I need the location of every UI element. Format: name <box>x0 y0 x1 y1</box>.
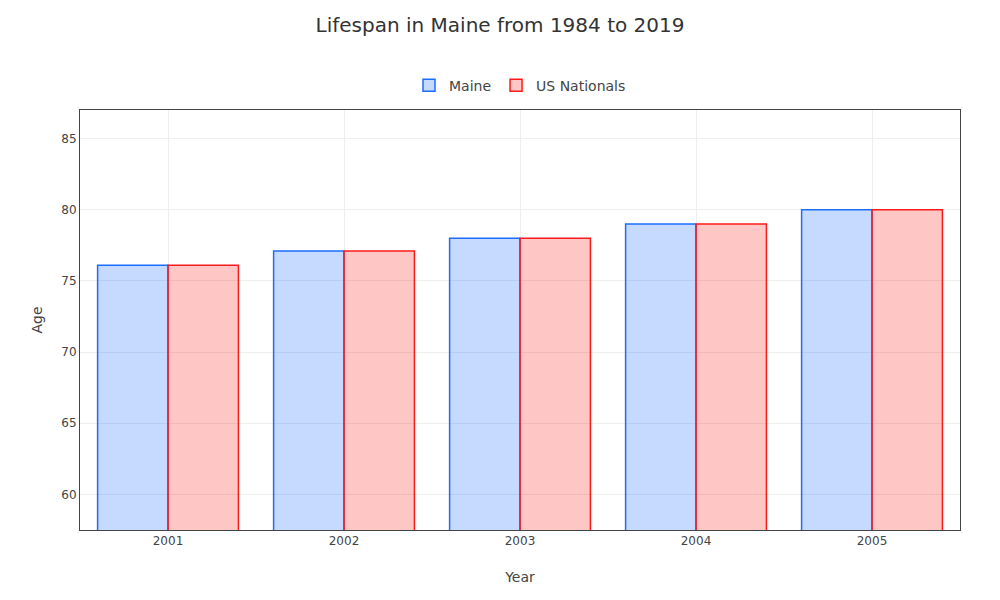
svg-text:US Nationals: US Nationals <box>536 78 625 94</box>
svg-text:75: 75 <box>61 274 76 288</box>
svg-text:70: 70 <box>61 345 76 359</box>
svg-text:60: 60 <box>61 488 76 502</box>
svg-text:Age: Age <box>29 306 45 333</box>
svg-text:2003: 2003 <box>505 534 536 548</box>
svg-text:2002: 2002 <box>329 534 360 548</box>
svg-text:2004: 2004 <box>681 534 712 548</box>
svg-text:Lifespan in Maine from 1984 to: Lifespan in Maine from 1984 to 2019 <box>316 13 685 37</box>
svg-text:Year: Year <box>504 569 535 585</box>
svg-text:2001: 2001 <box>153 534 184 548</box>
svg-text:65: 65 <box>61 416 76 430</box>
svg-text:80: 80 <box>61 203 76 217</box>
svg-text:85: 85 <box>61 132 76 146</box>
svg-text:2005: 2005 <box>857 534 888 548</box>
svg-text:Maine: Maine <box>449 78 491 94</box>
